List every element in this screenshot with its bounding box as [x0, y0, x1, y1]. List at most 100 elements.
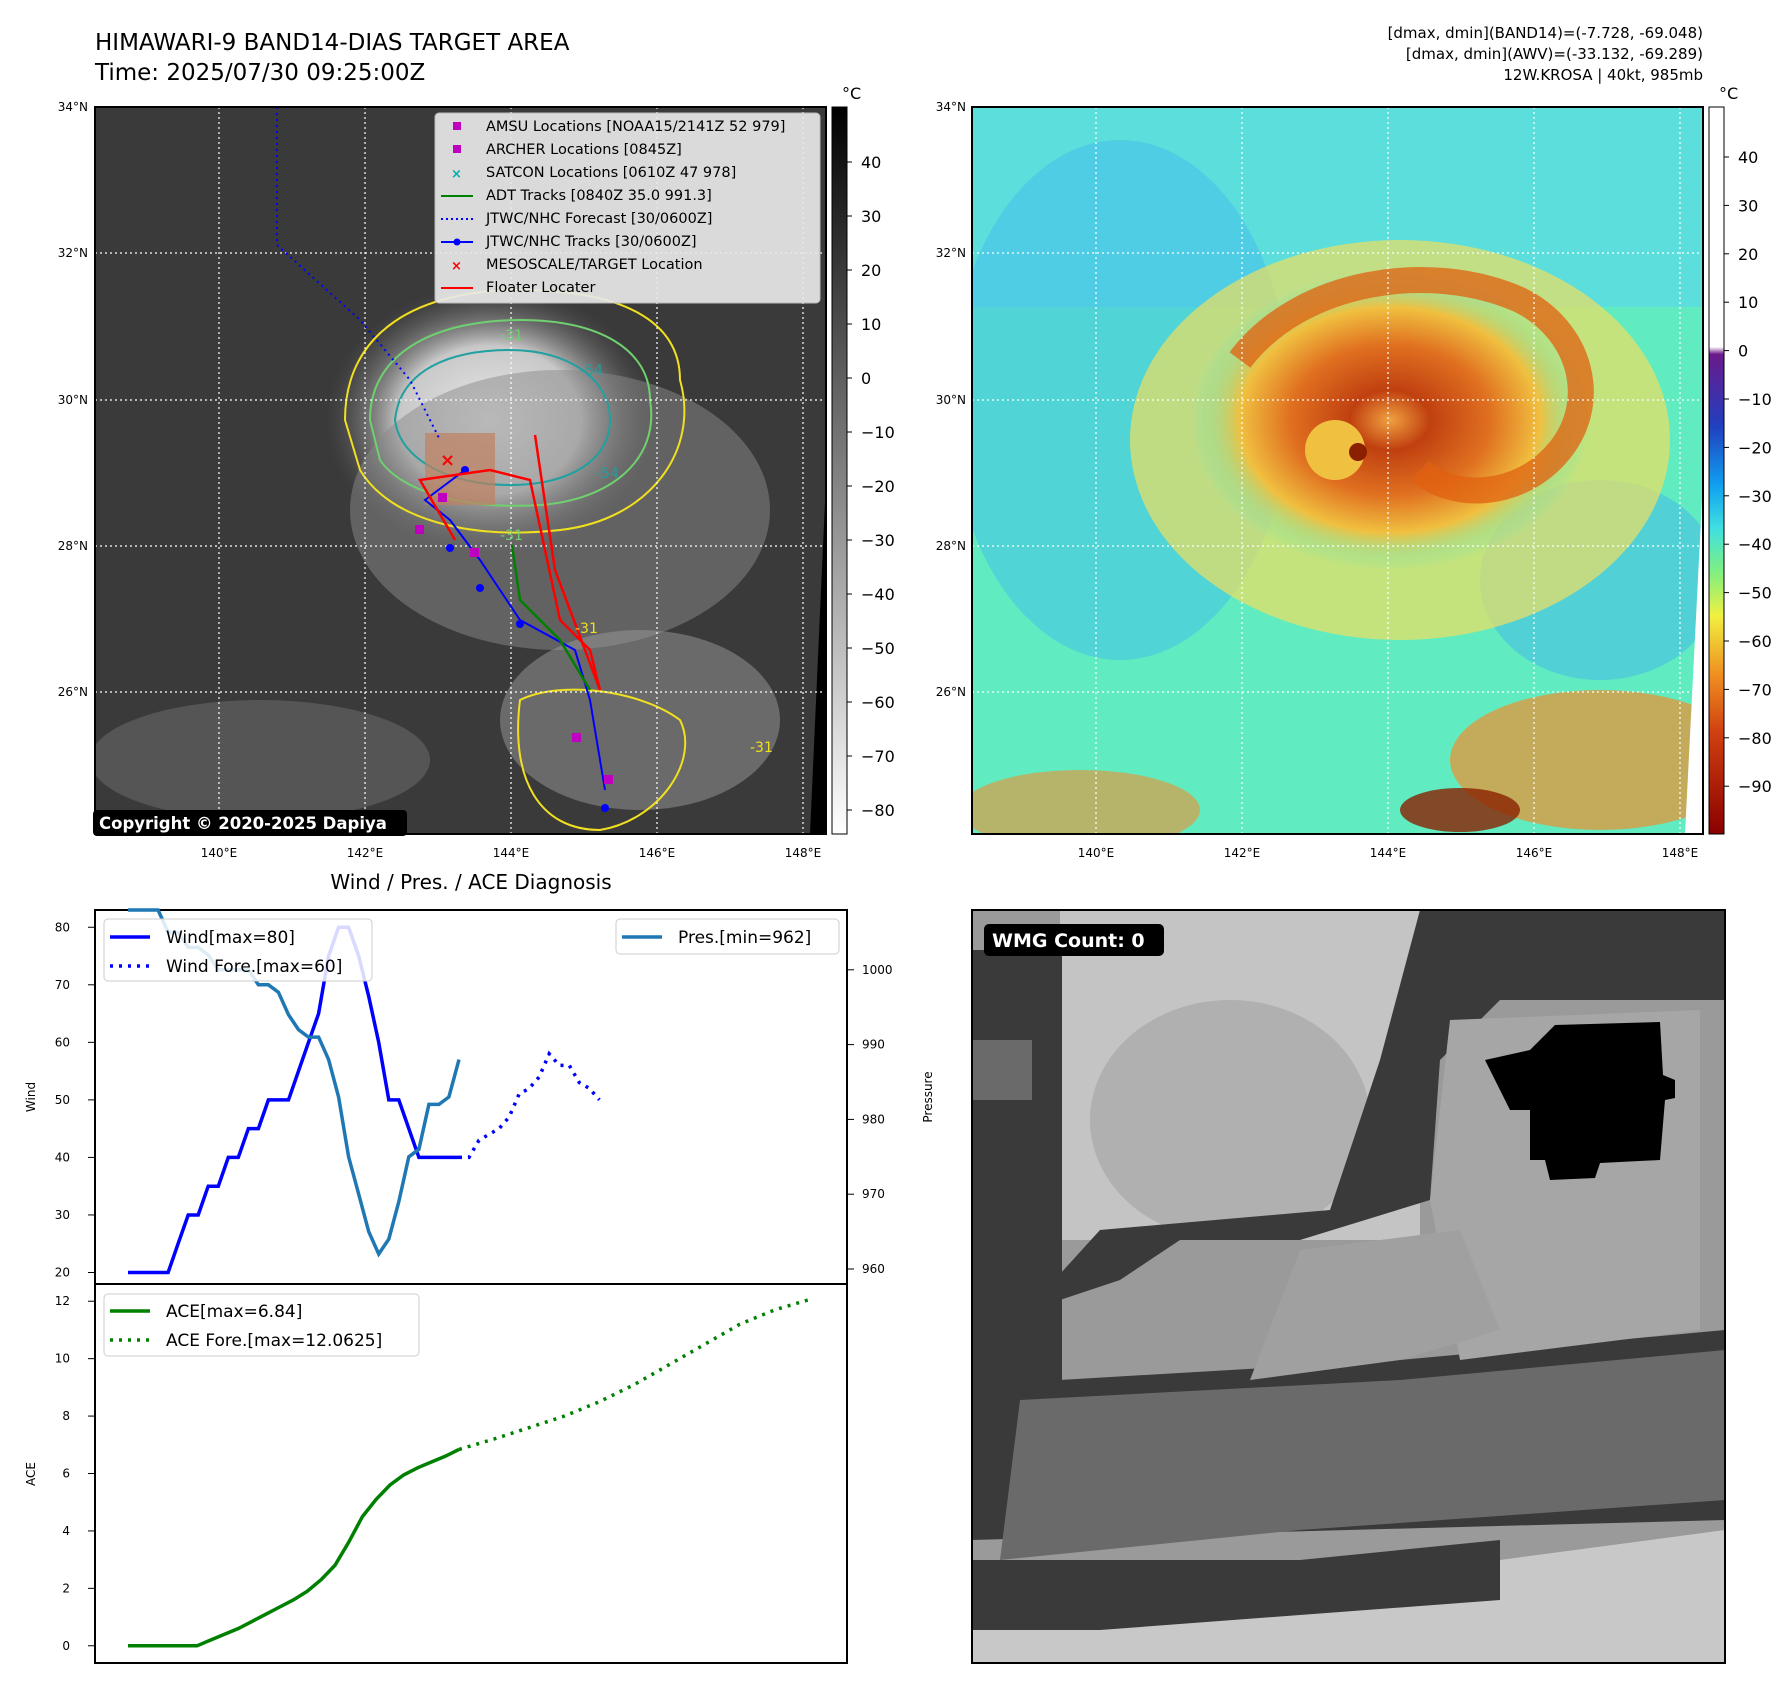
- awv-colorbar-unit: °C: [1719, 84, 1738, 103]
- wind-line: [128, 925, 459, 1275]
- legend-wind-fore-label: Wind Fore.[max=60]: [166, 957, 342, 977]
- ace-tick-label: 4: [62, 1524, 70, 1538]
- pressure-tick-label: 990: [862, 1038, 885, 1052]
- jtwc-track-points: [446, 466, 609, 812]
- pressure-tick-label: 970: [862, 1187, 885, 1201]
- ir-colorbar-tick-label: −50: [861, 639, 895, 658]
- awv-colorbar-ticks: 40 30 20 10 0 −10 −20 −30 −40 −50 −60 −70 −80 −90: [1724, 148, 1772, 796]
- wind-tick-label: 60: [55, 1035, 70, 1049]
- wind-axis-label: Wind: [24, 1082, 38, 1112]
- awv-lat-labels: 34°N 32°N 30°N 28°N 26°N: [936, 100, 966, 699]
- ace-line: [128, 1447, 460, 1648]
- lat-tick-label: 32°N: [936, 246, 966, 260]
- awv-colorbar-tick-label: 30: [1738, 196, 1758, 215]
- contour-label-6: -31: [750, 740, 773, 756]
- ir-colorbar-ticks: 40 30 20 10 0 −10 −20 −30 −40 −50 −60 −70 −80: [847, 153, 895, 820]
- wmg-count-label: WMG Count: 0: [992, 930, 1145, 952]
- contour-yellow-outer: [343, 288, 686, 534]
- ir-colorbar-unit: °C: [842, 84, 861, 103]
- awv-spiral-band: [1229, 267, 1594, 504]
- wmg-center-gray: [1250, 1230, 1500, 1380]
- contour-yellow-south: [517, 688, 687, 832]
- awv-colorbar-tick-label: −10: [1738, 390, 1772, 409]
- copyright-box: [93, 810, 407, 836]
- ace-legend: ACE[max=6.84] ACE Fore.[max=12.0625]: [103, 1293, 420, 1357]
- legend-ace-label: ACE[max=6.84]: [166, 1302, 302, 1322]
- ir-colorbar: [831, 106, 848, 835]
- title-line1: HIMAWARI-9 BAND14-DIAS TARGET AREA: [95, 30, 570, 56]
- ace-tick-label: 2: [62, 1581, 70, 1595]
- wmg-gray-band: [1000, 1350, 1725, 1560]
- ir-lat-labels: 34°N 32°N 30°N 28°N 26°N: [58, 100, 88, 699]
- jtwc-track: [423, 469, 606, 791]
- jtwc-forecast-track: [276, 107, 441, 441]
- ace-lines: [128, 1297, 811, 1648]
- wind-tick-label: 50: [55, 1093, 70, 1107]
- contour-label-2: -54: [580, 363, 603, 379]
- ir-colorbar-tick-label: 20: [861, 261, 881, 280]
- awv-south-dark: [1400, 788, 1520, 832]
- ir-map-panel: × -31 -54 -31 -54 -31 -31 × × AMSU Locat…: [58, 84, 895, 860]
- ir-lon-labels: 140°E 142°E 144°E 146°E 148°E: [201, 846, 822, 860]
- wmg-panel: WMG Count: 0: [971, 909, 1726, 1664]
- wind-tick-labels: 80 70 60 50 40 30 20: [55, 920, 95, 1279]
- legend-entry: SATCON Locations [0610Z 47 978]: [486, 165, 736, 181]
- awv-colorbar-tick-label: −40: [1738, 535, 1772, 554]
- wmg-south-dark: [972, 1540, 1500, 1630]
- ir-colorbar-tick-label: 10: [861, 315, 881, 334]
- legend-entry: ARCHER Locations [0845Z]: [486, 142, 682, 158]
- ace-tick-label: 0: [62, 1639, 70, 1653]
- copyright-text: Copyright © 2020-2025 Dapiya: [99, 814, 387, 833]
- legend-entry: JTWC/NHC Forecast [30/0600Z]: [485, 211, 712, 227]
- lat-tick-label: 32°N: [58, 246, 88, 260]
- legend-target-marker: ×: [451, 259, 462, 274]
- legend-entry: MESOSCALE/TARGET Location: [486, 257, 703, 273]
- awv-eye-dark: [1349, 443, 1367, 461]
- pressure-legend: Pres.[min=962]: [615, 918, 840, 955]
- awv-colorbar-tick-label: 40: [1738, 148, 1758, 167]
- wind-legend-box: [103, 918, 373, 982]
- awv-lon-labels: 140°E 142°E 144°E 146°E 148°E: [1078, 846, 1699, 860]
- legend-pressure-label: Pres.[min=962]: [678, 928, 811, 948]
- ir-colorbar-tick-label: −80: [861, 801, 895, 820]
- ir-colorbar-tick-label: −60: [861, 693, 895, 712]
- ir-colorbar-tick-label: 30: [861, 207, 881, 226]
- lat-tick-label: 30°N: [58, 393, 88, 407]
- ir-map-frame: [94, 106, 827, 835]
- legend-amsu-marker: [453, 122, 461, 130]
- awv-colorbar-tick-label: 20: [1738, 245, 1758, 264]
- legend-entry: AMSU Locations [NOAA15/2141Z 52 979]: [486, 119, 785, 135]
- wind-tick-label: 30: [55, 1208, 70, 1222]
- info-line1: [dmax, dmin](BAND14)=(-7.728, -69.048): [1388, 24, 1703, 42]
- legend-ace-fore-label: ACE Fore.[max=12.0625]: [166, 1331, 382, 1351]
- legend-track-dot: [453, 238, 461, 246]
- ace-legend-box: [103, 1293, 420, 1357]
- ace-axis-label: ACE: [24, 1462, 38, 1486]
- ir-colorbar-tick-label: −10: [861, 423, 895, 442]
- awv-colorbar-tick-label: −80: [1738, 729, 1772, 748]
- ace-tick-label: 6: [62, 1467, 70, 1481]
- ace-tick-label: 12: [55, 1294, 70, 1308]
- pressure-tick-label: 960: [862, 1262, 885, 1276]
- wind-tick-label: 70: [55, 978, 70, 992]
- ir-colorbar-tick-label: −40: [861, 585, 895, 604]
- awv-map-panel: 34°N 32°N 30°N 28°N 26°N 140°E 142°E 144…: [936, 84, 1772, 860]
- wind-tick-label: 20: [55, 1265, 70, 1279]
- wmg-image: [972, 910, 1725, 1663]
- legend-entry: Floater Locater: [486, 280, 595, 296]
- awv-colorbar-tick-label: −60: [1738, 632, 1772, 651]
- pressure-tick-labels: 1000 990 980 970 960: [847, 963, 893, 1276]
- ace-tick-label: 8: [62, 1409, 70, 1423]
- ace-tick-labels: 12 10 8 6 4 2 0: [55, 1294, 95, 1653]
- awv-colorbar-tick-label: 10: [1738, 293, 1758, 312]
- awv-colorbar-tick-label: 0: [1738, 342, 1748, 361]
- pressure-legend-box: [615, 918, 840, 955]
- diagnosis-title: Wind / Pres. / ACE Diagnosis: [330, 870, 611, 894]
- lat-tick-label: 34°N: [936, 100, 966, 114]
- pressure-tick-label: 980: [862, 1112, 885, 1126]
- legend-entry: ADT Tracks [0840Z 35.0 991.3]: [486, 188, 712, 204]
- lat-tick-label: 26°N: [58, 685, 88, 699]
- ir-cloud-sw: [95, 700, 430, 820]
- lon-tick-label: 144°E: [1370, 846, 1407, 860]
